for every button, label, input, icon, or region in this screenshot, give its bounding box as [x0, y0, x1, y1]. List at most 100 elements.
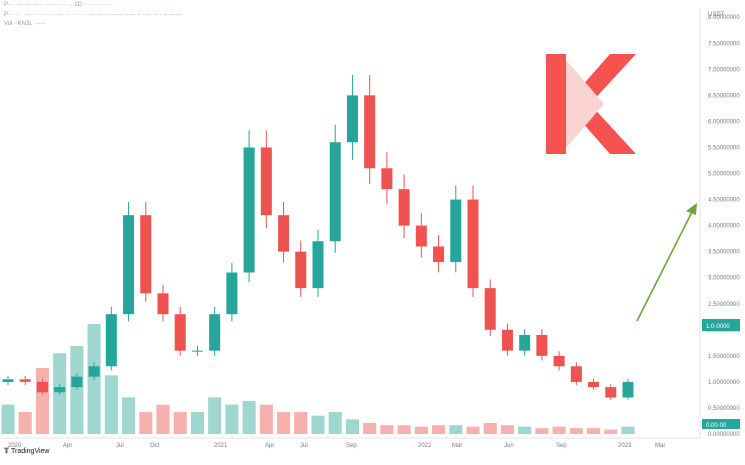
volume-label: Vol · KN3L — [4, 21, 33, 27]
last-price-badge: 1.0·0000 — [702, 319, 740, 331]
price-tick-label: 6.50000000 — [708, 93, 740, 99]
candle — [501, 323, 513, 356]
volume-bar — [173, 412, 187, 434]
candle — [553, 351, 565, 371]
candle — [484, 279, 496, 337]
price-tick-label: 5.00000000 — [708, 172, 740, 178]
volume-bar — [225, 404, 239, 434]
time-tick-label: Mar — [452, 443, 462, 449]
candle — [588, 378, 600, 390]
candle-body — [278, 215, 290, 252]
ohlc-header: P··· ··· ····· ······· ·········· ·· · ·… — [4, 12, 182, 18]
candle — [329, 124, 341, 253]
last-volume-badge: 0.00·00 — [702, 419, 740, 429]
volume-bar — [397, 425, 411, 434]
time-tick-label: Sep — [346, 443, 357, 449]
volume-bar — [466, 426, 480, 434]
volume-bar — [518, 426, 532, 434]
volume-bar — [18, 412, 32, 434]
price-axis: 8.00000000 7.50000000 7.00000000 6.50000000… — [708, 15, 740, 438]
price-tick-label: 0.00000000 — [708, 432, 740, 438]
candle — [364, 75, 376, 185]
volume-bar — [208, 397, 222, 434]
candle — [174, 306, 186, 356]
last-price-label: 1.0·0000 — [706, 324, 730, 330]
candle-body — [209, 314, 221, 351]
candle — [226, 262, 238, 322]
volume-bar — [328, 412, 342, 434]
candle-body — [329, 142, 341, 242]
volume-header: Vol · KN3L ······ — [4, 21, 46, 27]
symbol-title: P··· ·············· ······· ·····, 1D ··… — [4, 2, 115, 8]
candle-body — [174, 314, 186, 351]
price-tick-label: 8.00000000 — [708, 15, 740, 21]
volume-bar — [621, 426, 635, 434]
kyber-k-logo — [546, 54, 636, 154]
candle-body — [570, 366, 582, 382]
volume-bar — [1, 404, 15, 434]
candle — [209, 306, 221, 356]
volume-bar — [535, 428, 549, 434]
candle — [295, 240, 307, 297]
volume-bar — [190, 412, 204, 434]
price-tick-label: 4.50000000 — [708, 198, 740, 204]
volume-bar — [414, 426, 428, 434]
price-tick-label: 7.00000000 — [708, 67, 740, 73]
volume-bar — [70, 346, 84, 434]
price-tick-label: 6.00000000 — [708, 119, 740, 125]
price-tick-label: 3.50000000 — [708, 250, 740, 256]
candle-body — [364, 95, 376, 169]
volume-bar — [259, 404, 273, 434]
candle-body — [71, 376, 83, 388]
candle — [346, 75, 358, 160]
candle — [450, 185, 462, 273]
volume-bar — [380, 425, 394, 434]
time-axis: 2020 Apr Jul Oct 2021 Apr Jul Sep 2022 Mar Jun Sep 2… — [8, 443, 665, 449]
volume-bar — [122, 397, 136, 434]
candle-body — [260, 147, 272, 216]
candle-body — [105, 314, 117, 367]
time-tick-label: Apr — [265, 443, 274, 449]
price-tick-label: 5.50000000 — [708, 145, 740, 151]
time-tick-label: 2023 — [618, 443, 632, 449]
candle-body — [553, 355, 565, 367]
time-tick-label: Oct — [150, 443, 160, 449]
candle — [381, 152, 393, 204]
candle-body — [88, 366, 100, 377]
candle — [54, 384, 66, 395]
volume-bar — [604, 429, 618, 434]
candle — [398, 174, 410, 239]
candle-body — [536, 335, 548, 356]
volume-bar — [552, 426, 566, 434]
candle-body — [398, 189, 410, 226]
candle — [36, 378, 48, 395]
candle — [71, 373, 83, 390]
time-tick-label: Mar — [655, 443, 665, 449]
volume-bar — [311, 415, 325, 434]
volume-value: ······ — [34, 21, 47, 27]
candle-body — [467, 199, 479, 289]
symbol-header: P··· ·············· ······· ·····, 1D ··… — [4, 2, 115, 8]
candle — [123, 202, 135, 322]
time-tick-label: Jun — [504, 443, 514, 449]
time-tick-label: Jul — [300, 443, 308, 449]
time-tick-label: Sep — [556, 443, 567, 449]
volume-bar — [449, 425, 463, 434]
candle-body — [433, 246, 445, 263]
candle — [2, 376, 14, 386]
trend-arrow-icon — [636, 203, 697, 322]
volume-bar — [156, 404, 170, 434]
tradingview-brand: TradingView — [10, 448, 50, 455]
candle-body — [588, 381, 600, 388]
volume-bar — [345, 419, 359, 434]
candle — [415, 213, 427, 258]
tradingview-logo[interactable]: 𝕋 TradingView — [4, 447, 50, 455]
candle-body — [19, 379, 31, 382]
candle — [140, 202, 152, 302]
candle — [433, 235, 445, 273]
candle-body — [243, 147, 255, 273]
candles — [2, 75, 634, 400]
volume-bar — [35, 368, 49, 434]
